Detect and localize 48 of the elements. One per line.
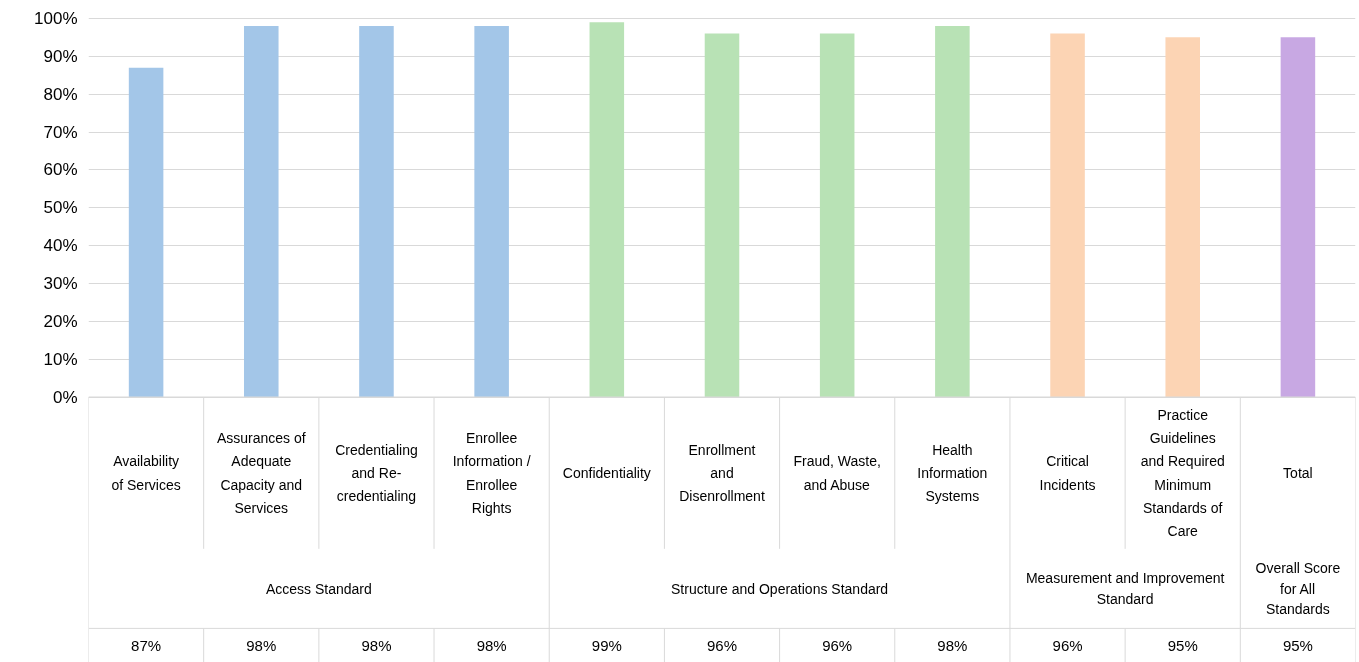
x-tick-label: Credentialing and Re-credentialing xyxy=(335,441,418,505)
text: Access Standard xyxy=(265,580,372,597)
y-tick-label: 80% xyxy=(43,84,78,104)
bar xyxy=(359,25,394,398)
y-tick-label: 60% xyxy=(43,160,78,180)
bar xyxy=(935,25,970,398)
text: Measurement and Improvement Standard xyxy=(1025,570,1225,608)
bar xyxy=(589,22,625,398)
y-tick-label: 90% xyxy=(43,46,78,66)
bar xyxy=(1165,37,1200,398)
x-tick-label: Health Information Systems xyxy=(917,441,988,505)
y-tick-label: 100% xyxy=(34,8,78,28)
bar xyxy=(704,33,740,398)
bar xyxy=(474,25,509,398)
x-tick-label: Availability of Services xyxy=(111,453,181,493)
y-tick-label: 20% xyxy=(43,312,78,331)
x-tick-label: Confidentiality xyxy=(562,465,651,482)
y-tick-label: 50% xyxy=(43,198,78,218)
data-label: 96% xyxy=(822,636,853,654)
y-tick-label: 70% xyxy=(43,122,78,142)
data-label: 96% xyxy=(706,636,738,654)
bar xyxy=(244,25,279,398)
data-label: 96% xyxy=(1052,636,1083,654)
x-tick-label: Critical Incidents xyxy=(1039,453,1096,493)
y-tick-label: 30% xyxy=(43,274,78,294)
x-tick-label: Total xyxy=(1283,465,1313,482)
text: Structure and Operations Standard xyxy=(671,580,889,597)
data-label: 98% xyxy=(246,636,277,654)
bar xyxy=(128,67,164,398)
data-label: 95% xyxy=(1167,636,1198,654)
bar xyxy=(1280,37,1316,398)
text: Overall Score for All Standards xyxy=(1255,559,1341,618)
data-label: 95% xyxy=(1282,636,1313,654)
x-tick-label: Enrollee Information / Enrollee Rights xyxy=(452,430,531,516)
x-tick-label: Fraud, Waste, and Abuse xyxy=(793,453,881,493)
y-tick-label: 40% xyxy=(43,236,78,256)
x-tick-label: Enrollment and Disenrollment xyxy=(679,441,765,505)
y-tick-label: 10% xyxy=(43,349,78,369)
data-label: 98% xyxy=(361,636,392,654)
data-label: 98% xyxy=(476,636,507,654)
data-label: 87% xyxy=(131,636,162,654)
x-tick-label: Practice Guidelines and Required Minimum Standards of Care xyxy=(1140,407,1225,540)
bar xyxy=(1050,33,1085,398)
data-label: 98% xyxy=(937,636,968,654)
x-tick-label: Assurances of Adequate Capacity and Services xyxy=(216,430,306,516)
data-label: 99% xyxy=(591,636,622,654)
bar xyxy=(819,33,855,398)
y-tick-label: 0% xyxy=(52,387,78,407)
